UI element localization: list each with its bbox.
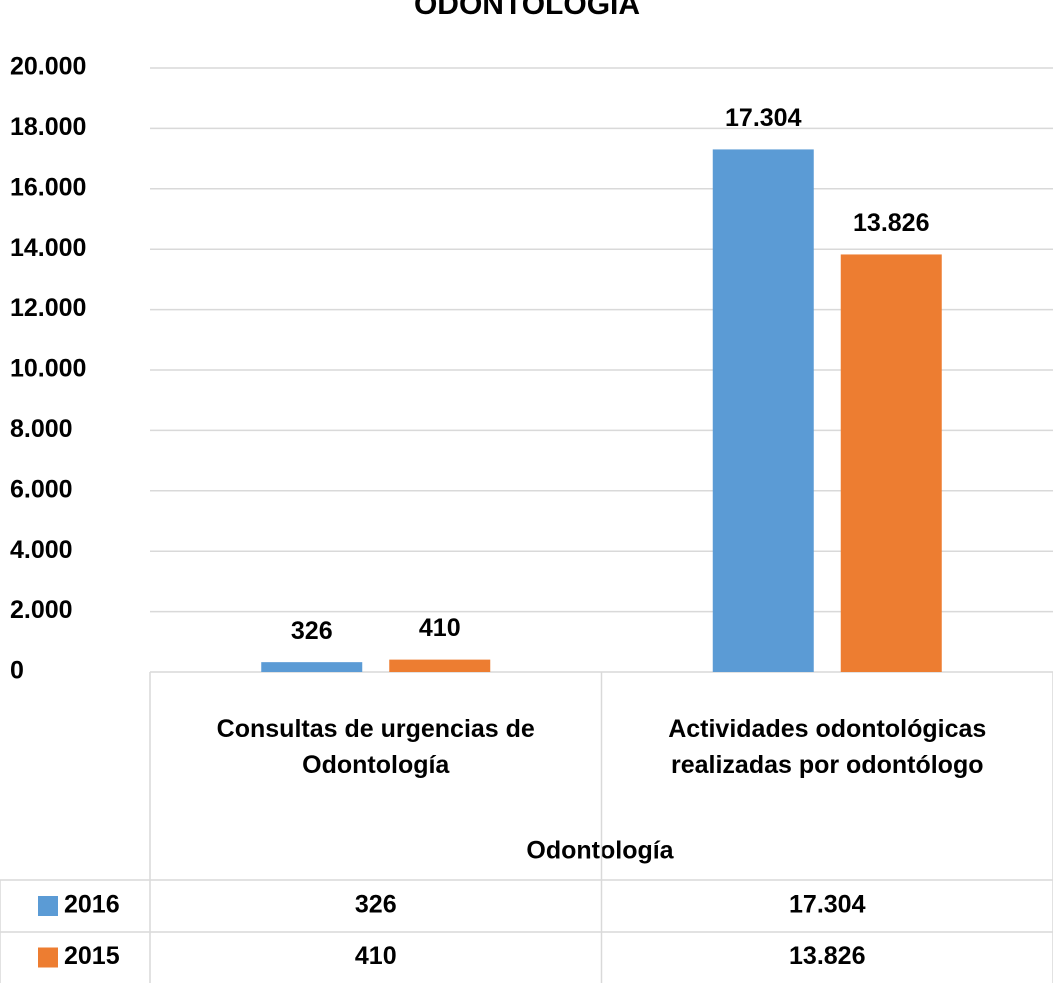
bar xyxy=(713,149,814,672)
legend-label: 2016 xyxy=(64,891,120,919)
x-axis-label: Odontología xyxy=(526,837,674,865)
bar xyxy=(841,254,942,672)
data-label: 13.826 xyxy=(853,209,929,237)
y-tick-label: 10.000 xyxy=(10,355,86,383)
y-tick-label: 12.000 xyxy=(10,294,86,322)
bar xyxy=(261,662,362,672)
table-cell: 17.304 xyxy=(789,891,866,919)
chart: ODONTOLOGÍA Odontología 0 2.000 4.000 6.000… xyxy=(0,0,1053,983)
table-cell: 410 xyxy=(355,942,397,970)
y-tick-label: 8.000 xyxy=(10,415,73,443)
legend-swatch xyxy=(38,948,58,968)
y-tick-label: 4.000 xyxy=(10,536,73,564)
legend-label: 2015 xyxy=(64,942,120,970)
data-label: 17.304 xyxy=(725,104,802,132)
bar xyxy=(389,660,490,672)
table-cell: 13.826 xyxy=(789,942,865,970)
chart-svg: ODONTOLOGÍA Odontología 0 2.000 4.000 6.000… xyxy=(0,0,1053,983)
x-tick-label: Actividades odontológicas realizadas por… xyxy=(622,672,1034,822)
chart-title: ODONTOLOGÍA xyxy=(414,0,640,21)
y-tick-label: 20.000 xyxy=(10,53,86,81)
table-cell: 326 xyxy=(355,891,397,919)
y-tick-label: 0 xyxy=(10,657,24,685)
x-tick-label: Consultas de urgencias de Odontología xyxy=(170,672,582,822)
y-tick-label: 18.000 xyxy=(10,113,86,141)
data-label: 326 xyxy=(291,617,333,645)
legend-swatch xyxy=(38,896,58,916)
y-tick-label: 6.000 xyxy=(10,475,73,503)
y-tick-label: 2.000 xyxy=(10,596,73,624)
y-tick-label: 14.000 xyxy=(10,234,86,262)
data-label: 410 xyxy=(419,614,461,642)
y-tick-label: 16.000 xyxy=(10,173,86,201)
